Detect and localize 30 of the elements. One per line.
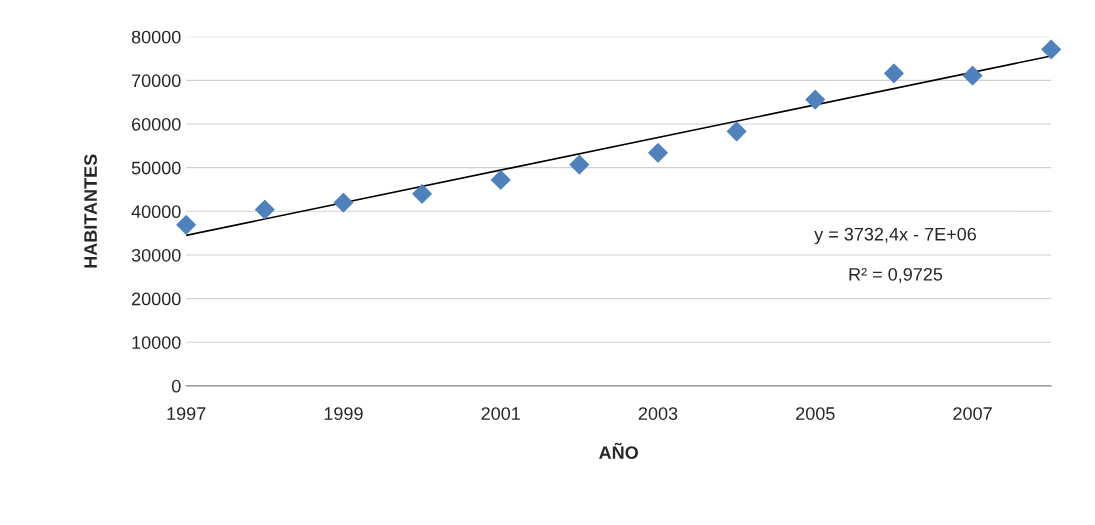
- y-axis-title: HABITANTES: [84, 154, 97, 268]
- point: [569, 154, 590, 175]
- x-tick-label: 2003: [638, 407, 678, 420]
- point: [648, 142, 668, 163]
- point: [884, 63, 904, 84]
- y-tick-label: 30000: [131, 248, 181, 262]
- x-tick-label: 1997: [167, 407, 206, 420]
- point: [805, 89, 826, 110]
- annotation: R² = 0,9725: [849, 267, 943, 283]
- y-tick-label: 40000: [131, 205, 181, 219]
- point: [1041, 39, 1062, 60]
- point: [333, 192, 354, 213]
- y-tick-label: 80000: [131, 30, 181, 44]
- point: [726, 121, 747, 142]
- x-tick-label: 2007: [953, 407, 992, 420]
- x-axis-title: AÑO: [599, 442, 638, 460]
- x-tick-label: 1999: [324, 407, 363, 420]
- annotation: y = 3732,4x - 7E+06: [814, 227, 977, 245]
- point: [412, 184, 432, 204]
- point: [962, 65, 983, 86]
- point: [490, 170, 511, 190]
- y-tick-label: 20000: [131, 292, 181, 306]
- x-tick-label: 2005: [796, 407, 835, 420]
- y-tick-label: 70000: [132, 74, 181, 88]
- y-tick-label: 0: [171, 379, 181, 393]
- point: [254, 199, 275, 220]
- y-tick-label: 60000: [132, 117, 181, 131]
- x-tick-label: 2001: [481, 407, 520, 420]
- y-tick-label: 50000: [131, 161, 181, 175]
- y-tick-label: 10000: [132, 336, 181, 349]
